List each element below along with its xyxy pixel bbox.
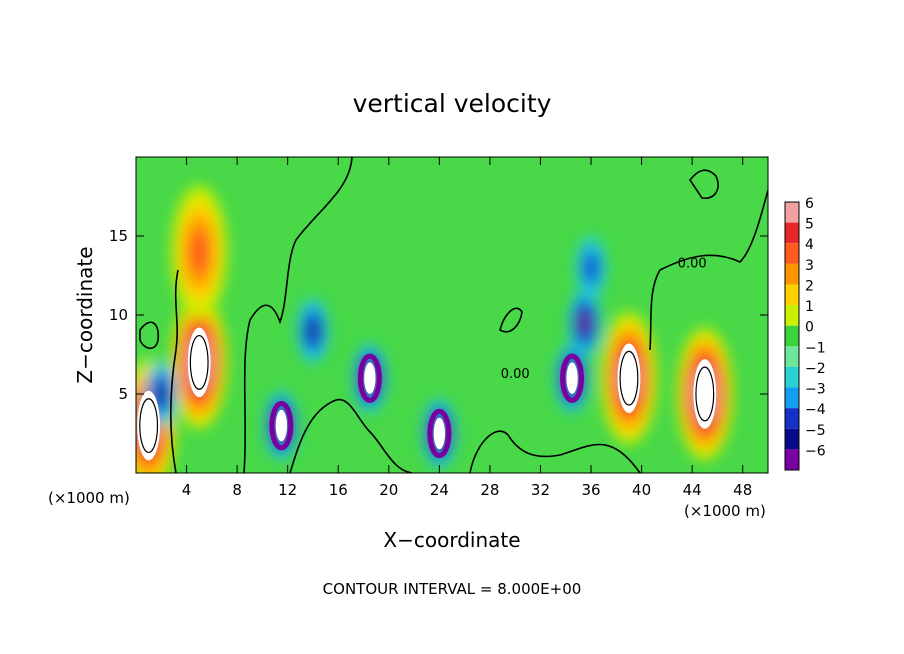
downdraft-core <box>433 417 446 450</box>
colorbar-frame <box>784 201 800 471</box>
zero-contour-line <box>139 321 160 350</box>
colorbar-swatch <box>785 263 799 285</box>
colorbar-swatch <box>785 387 799 409</box>
colorbar-swatch <box>785 449 799 470</box>
downdraft-core-ring <box>560 353 585 403</box>
plot-area <box>136 157 768 473</box>
x-tick-label: 28 <box>480 481 499 499</box>
colorbar-label: 1 <box>805 299 814 315</box>
downdraft-core-ring <box>269 400 294 451</box>
x-tick-label: 40 <box>632 481 651 499</box>
y-tick-label: 15 <box>109 227 128 245</box>
updraft-contour <box>619 350 639 406</box>
y-tick-label: 10 <box>109 306 128 324</box>
colorbar-label: −6 <box>805 443 826 459</box>
zero-contour-line <box>649 189 768 351</box>
colorbar-label: 0 <box>805 320 814 336</box>
updraft-core <box>137 390 161 461</box>
field-cores <box>137 327 717 461</box>
zero-contour-line <box>469 430 641 473</box>
colorbar-label: 5 <box>805 217 814 233</box>
colorbar-label: 3 <box>805 258 814 274</box>
updraft-contour <box>695 366 715 422</box>
colorbar-label: −2 <box>805 361 826 377</box>
downdraft-band <box>155 383 167 405</box>
zero-contours <box>139 157 768 473</box>
x-unit-right: (×1000 m) <box>684 502 766 520</box>
colorbar-swatch <box>785 325 799 347</box>
colorbar-swatch <box>785 243 799 264</box>
updraft-band <box>189 229 209 274</box>
colorbar-swatch <box>785 305 799 326</box>
colorbar-label: 4 <box>805 237 814 253</box>
x-axis: 4 8 12 16 20 24 28 32 36 40 44 48 <box>182 157 752 499</box>
y-tick-label: 5 <box>118 385 128 403</box>
contour-label: 0.00 <box>678 257 707 272</box>
chart-title: vertical velocity <box>353 89 552 118</box>
downdraft-core <box>364 362 376 395</box>
zero-contour-line <box>499 307 523 333</box>
x-axis-label: X−coordinate <box>383 528 520 552</box>
colorbar-label: 2 <box>805 278 814 294</box>
x-tick-label: 44 <box>683 481 702 499</box>
x-tick-label: 20 <box>379 481 398 499</box>
colorbar-swatch <box>785 408 799 429</box>
x-tick-label: 4 <box>182 481 192 499</box>
contour-label-group: 0.00 0.00 <box>501 257 707 383</box>
x-tick-label: 24 <box>430 481 449 499</box>
zero-contour-line <box>169 157 353 473</box>
downdraft-band <box>307 319 319 342</box>
x-unit-left: (×1000 m) <box>48 489 130 507</box>
updraft-core <box>617 343 641 413</box>
downdraft-core <box>275 409 288 442</box>
x-tick-label: 8 <box>232 481 242 499</box>
downdraft-core-ring <box>427 408 452 459</box>
colorbar-label: 6 <box>805 196 814 212</box>
y-axis: 5 10 15 <box>109 227 768 403</box>
updraft-contour <box>139 398 159 454</box>
colorbar-label: −3 <box>805 382 826 398</box>
contour-interval-note: CONTOUR INTERVAL = 8.000E+00 <box>323 580 582 598</box>
updraft-core <box>187 327 211 398</box>
colorbar-swatch <box>785 346 799 367</box>
y-axis-label: Z−coordinate <box>73 246 97 383</box>
updraft-contour <box>189 334 209 390</box>
zero-contour-line <box>289 398 413 473</box>
x-tick-label: 32 <box>531 481 550 499</box>
colorbar-swatch <box>785 202 799 223</box>
x-tick-label: 36 <box>581 481 600 499</box>
zero-contour-line <box>689 169 719 200</box>
x-tick-label: 48 <box>733 481 752 499</box>
updraft-core <box>693 359 717 429</box>
colorbar-label: −5 <box>805 423 826 439</box>
x-tick-label: 16 <box>329 481 348 499</box>
contour-label: 0.00 <box>501 367 530 382</box>
colorbar-label: −1 <box>805 340 826 356</box>
colorbar-swatch <box>785 222 799 244</box>
downdraft-core-ring <box>357 353 382 403</box>
colorbar-label: −4 <box>805 402 826 418</box>
downdraft-band <box>584 254 598 281</box>
colorbar-swatch <box>785 366 799 388</box>
colorbar-swatch <box>785 284 799 306</box>
colorbar-swatch <box>785 428 799 450</box>
colorbar: 6 5 4 3 2 1 0 −1 −2 −3 −4 −5 −6 <box>784 196 826 471</box>
downdraft-core <box>566 362 578 395</box>
downdraft-band <box>580 313 590 333</box>
x-tick-label: 12 <box>278 481 297 499</box>
